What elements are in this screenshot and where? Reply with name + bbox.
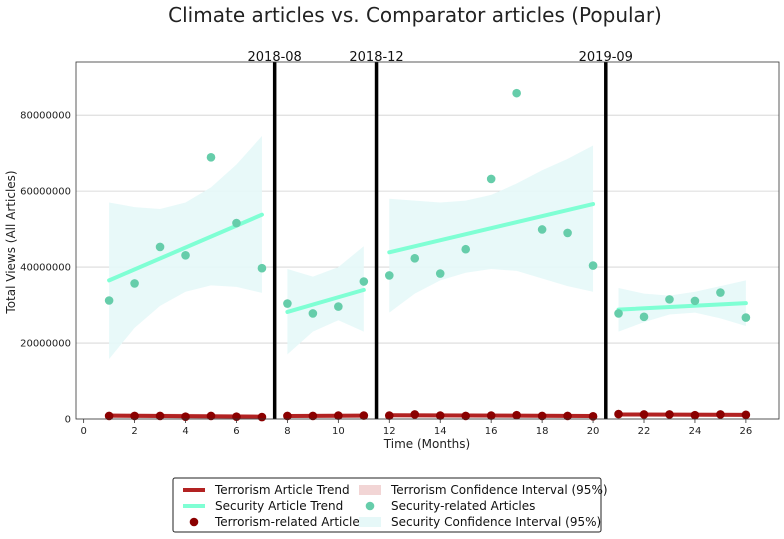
terrorism-point [104, 411, 114, 421]
security-point [512, 88, 521, 98]
terrorism-point [283, 411, 292, 421]
security-point [232, 218, 241, 228]
security-point [588, 261, 598, 270]
terrorism-point [563, 411, 572, 421]
legend-box [172, 477, 602, 533]
security-point [104, 296, 114, 305]
x-tick-label: 16 [485, 426, 498, 437]
terrorism-point [435, 411, 445, 420]
terrorism-point [410, 410, 420, 419]
terrorism-point [537, 411, 547, 421]
terrorism-point [130, 411, 139, 421]
legend-entry-label: Security Confidence Interval (95%) [391, 515, 601, 529]
event-line-label: 2019-09 [579, 50, 633, 65]
security-point [741, 313, 751, 322]
terrorism-point [614, 409, 623, 419]
terrorism-point [690, 410, 700, 420]
security-trend-line [616, 301, 748, 312]
security-point [716, 288, 725, 297]
security-point [181, 251, 190, 260]
event-line-label: 2018-08 [248, 50, 302, 65]
security-point [690, 296, 700, 306]
legend-entry-label: Terrorism-related Articles [214, 515, 366, 529]
confidence-intervals [109, 136, 746, 419]
security-point [206, 153, 216, 162]
terrorism-point [486, 411, 496, 420]
terrorism-point [512, 410, 521, 420]
terrorism-point [155, 411, 165, 421]
event-line-label: 2018-12 [349, 50, 403, 65]
y-tick-label: 40000000 [20, 263, 71, 274]
security-point [410, 254, 420, 263]
legend-swatch-marker [189, 517, 199, 527]
x-axis-label: Time (Months) [383, 437, 470, 451]
security-trend-line [285, 287, 366, 314]
y-tick-label: 20000000 [20, 339, 71, 350]
y-tick-label: 0 [65, 415, 71, 426]
x-tick-label: 20 [587, 426, 600, 437]
security-trend-line [387, 202, 596, 255]
event-lines: 2018-08 2018-12 2019-09 [248, 50, 633, 419]
x-tick-label: 14 [434, 426, 447, 437]
security-point [283, 299, 292, 308]
x-tick-label: 18 [536, 426, 549, 437]
legend-entry-label: Security-related Articles [391, 499, 535, 513]
terrorism-point [741, 410, 751, 420]
terrorism-point [461, 411, 471, 421]
legend-swatch-band [359, 517, 381, 527]
y-tick-label: 80000000 [20, 111, 71, 122]
x-tick-label: 22 [638, 426, 651, 437]
terrorism-point [334, 411, 343, 420]
security-point [537, 225, 547, 234]
terrorism-point [384, 411, 394, 420]
security-point [384, 271, 394, 280]
security-point [614, 309, 623, 318]
x-tick-label: 26 [740, 426, 753, 437]
terrorism-point [716, 410, 725, 419]
legend-entry-label: Security Article Trend [215, 499, 343, 513]
legend-swatch-band [359, 485, 381, 495]
legend-entry-label: Terrorism Confidence Interval (95%) [390, 483, 608, 497]
y-axis-ticks: 0 20000000 40000000 60000000 80000000 [20, 111, 71, 426]
security-point [334, 302, 343, 311]
security-point [639, 312, 649, 322]
security-point [486, 174, 496, 184]
terrorism-point [206, 411, 216, 421]
plot-frame [75, 61, 780, 420]
terrorism-point [665, 410, 674, 419]
x-tick-label: 2 [131, 426, 137, 437]
x-tick-label: 12 [383, 426, 396, 437]
terrorism-point [359, 411, 369, 420]
x-tick-label: 8 [284, 426, 290, 437]
legend: Terrorism Article Trend Security Article … [172, 477, 608, 533]
security-point [155, 242, 165, 252]
terrorism-point [588, 412, 598, 421]
terrorism-point [639, 410, 649, 419]
legend-entry-label: Terrorism Article Trend [214, 483, 350, 497]
security-point [257, 263, 267, 273]
security-point [461, 244, 471, 254]
x-tick-label: 0 [80, 426, 86, 437]
terrorism-point [257, 412, 267, 422]
y-axis-label: Total Views (All Articles) [4, 170, 18, 314]
security-point [563, 228, 572, 238]
security-point [665, 295, 674, 304]
security-point [359, 277, 369, 286]
security-point [308, 309, 318, 318]
chart-title: Climate articles vs. Comparator articles… [168, 3, 662, 27]
security-point [130, 279, 139, 288]
x-tick-label: 24 [689, 426, 702, 437]
y-tick-label: 60000000 [20, 187, 71, 198]
x-tick-label: 6 [233, 426, 239, 437]
x-tick-label: 10 [332, 426, 345, 437]
x-tick-label: 4 [182, 426, 188, 437]
legend-swatch-marker [365, 501, 375, 511]
x-axis-ticks: 0 2 4 6 8 10 12 14 16 18 20 22 24 26 [80, 419, 752, 437]
security-point [435, 269, 445, 278]
terrorism-point [308, 411, 318, 421]
